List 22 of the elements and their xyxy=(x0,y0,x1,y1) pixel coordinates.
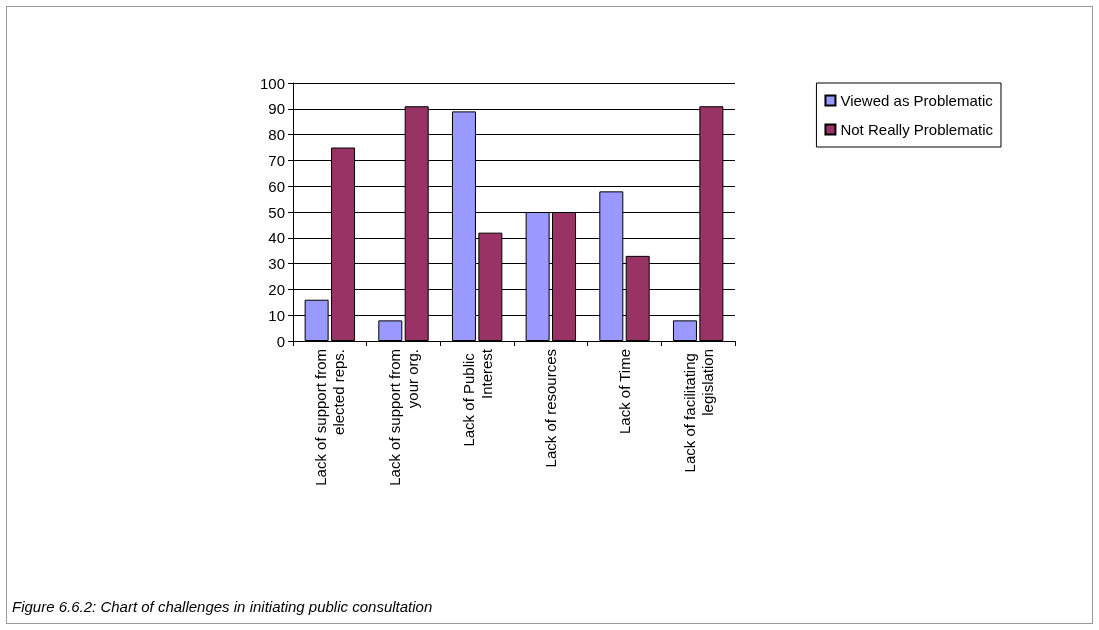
y-tick-label: 100 xyxy=(259,74,285,92)
x-tick-label: Lack of support from your org. xyxy=(386,349,421,486)
legend-label: Viewed as Problematic xyxy=(840,92,994,109)
legend-label: Not Really Problematic xyxy=(840,121,994,138)
x-tick-label: Lack of Time xyxy=(616,349,633,435)
x-tick-label: Lack of resources xyxy=(542,349,560,468)
y-tick-label: 30 xyxy=(268,255,285,273)
x-tick-label: Lack of Public Interest xyxy=(459,348,495,447)
y-tick-label: 50 xyxy=(268,203,285,221)
y-tick-label: 0 xyxy=(276,332,285,350)
y-tick-label: 40 xyxy=(268,229,285,247)
y-tick-label: 60 xyxy=(268,177,285,195)
y-tick-label: 10 xyxy=(268,306,285,324)
caption: Figure 6.6.2: Chart of challenges in initiating public consultation xyxy=(12,598,433,615)
y-tick-label: 20 xyxy=(268,280,285,298)
y-tick-label: 70 xyxy=(268,151,285,169)
bar xyxy=(672,320,697,341)
y-tick-label: 80 xyxy=(268,126,285,144)
bar xyxy=(378,320,403,341)
x-tick-label: Lack of facilitating legislation xyxy=(680,349,716,473)
x-tick-label: Lack of support from elected reps. xyxy=(312,349,348,486)
y-tick-label: 90 xyxy=(268,100,285,118)
